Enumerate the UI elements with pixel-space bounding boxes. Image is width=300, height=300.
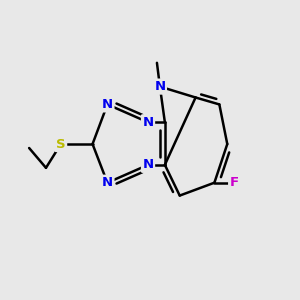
Text: N: N (142, 158, 154, 171)
Text: N: N (102, 98, 113, 111)
Text: S: S (56, 138, 66, 151)
Text: F: F (230, 176, 239, 189)
Text: N: N (154, 80, 166, 93)
Text: N: N (142, 116, 154, 129)
Text: N: N (102, 176, 113, 189)
